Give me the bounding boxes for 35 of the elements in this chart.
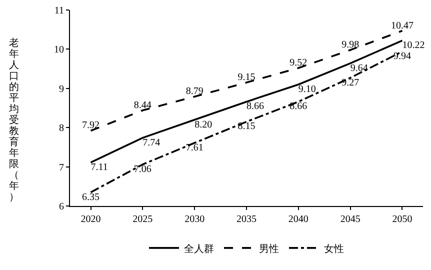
data-label: 7.61 [186,142,204,154]
y-tick-label: 6 [59,202,64,212]
y-tick-label: 11 [54,6,64,16]
y-tick-label: 8 [59,123,64,134]
data-label: 8.79 [186,86,204,98]
data-label: 8.20 [194,119,212,130]
x-tick-label: 2040 [288,214,308,225]
data-label: 7.74 [142,137,160,148]
x-tick-label: 2020 [80,214,101,225]
data-label: 8.66 [246,101,264,112]
x-tick-label: 2045 [340,214,360,225]
y-tick-label: 10 [54,44,64,56]
y-tick-label: 7 [59,162,64,174]
data-label: 8.44 [134,100,152,111]
data-label: 7.92 [82,120,100,132]
data-label: 9.94 [393,51,411,62]
x-tick-label: 2025 [132,214,153,225]
legend-label: 男性 [259,242,279,255]
data-label: 7.06 [134,164,152,175]
legend-label: 女性 [324,242,344,255]
data-label: 9.64 [350,62,368,74]
y-tick-label: 9 [59,84,64,95]
data-label: 10.47 [390,20,414,32]
text: 老年人口的平均受教育年限（年） [9,38,19,203]
x-tick-label: 2035 [236,214,256,225]
data-label: 9.10 [298,84,316,95]
x-tick-label: 2050 [392,214,412,225]
data-label: 6.35 [82,192,100,203]
data-label: 9.52 [290,58,308,69]
data-label: 9.15 [238,72,256,84]
data-label: 9.98 [342,39,360,50]
legend-label: 全人群 [184,242,214,255]
data-label: 10.22 [402,40,425,52]
data-label: 7.11 [90,162,108,173]
x-tick-label: 2030 [184,214,205,225]
